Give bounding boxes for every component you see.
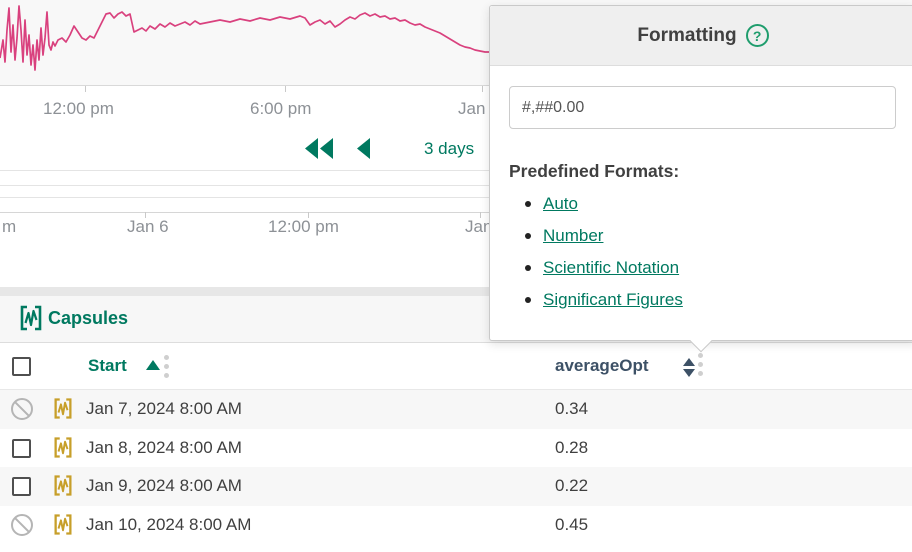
axis-tick: [145, 212, 146, 218]
table-row[interactable]: Jan 7, 2024 8:00 AM 0.34: [0, 390, 912, 429]
table-row[interactable]: Jan 10, 2024 8:00 AM 0.45: [0, 506, 912, 545]
formatting-popup: Formatting ? Predefined Formats: Auto Nu…: [489, 5, 912, 352]
scrubber-axis-line: [0, 212, 912, 213]
format-option-significant-figures[interactable]: Significant Figures: [543, 290, 683, 309]
axis2-label-1200pm: 12:00 pm: [268, 217, 339, 236]
averageopt-column-menu-icon[interactable]: [698, 353, 703, 376]
capsule-value: 0.34: [555, 399, 589, 418]
capsule-start: Jan 9, 2024 8:00 AM: [86, 476, 242, 495]
divider-line: [0, 185, 912, 186]
divider-line: [0, 170, 912, 171]
sort-toggle-icon[interactable]: [683, 358, 695, 377]
axis2-label-jan: Jan: [465, 217, 493, 236]
capsule-start: Jan 8, 2024 8:00 AM: [86, 438, 242, 457]
duration-label[interactable]: 3 days: [424, 139, 475, 158]
predefined-formats-heading: Predefined Formats:: [509, 161, 680, 181]
axis-tick: [482, 86, 483, 92]
capsule-value: 0.45: [555, 515, 589, 534]
formatting-popup-body: Predefined Formats: Auto Number Scientif…: [490, 66, 912, 311]
capsules-pane-title: Capsules: [48, 308, 129, 328]
formatting-popup-header: Formatting ?: [490, 6, 912, 66]
not-selectable-icon: [11, 514, 33, 536]
format-string-input[interactable]: [509, 86, 896, 129]
axis1-label-jan: Jan: [458, 99, 486, 118]
axis-tick: [85, 86, 86, 92]
step-back-icon[interactable]: [354, 137, 371, 165]
list-item: Auto: [509, 192, 897, 215]
start-column-menu-icon[interactable]: [164, 355, 169, 378]
axis1-label-1200pm: 12:00 pm: [43, 99, 114, 118]
capsules-table-header: [0, 343, 912, 390]
row-checkbox[interactable]: [12, 477, 31, 496]
capsule-start: Jan 10, 2024 8:00 AM: [86, 515, 252, 534]
format-option-number[interactable]: Number: [543, 226, 604, 245]
select-all-checkbox[interactable]: [12, 357, 31, 376]
format-option-auto[interactable]: Auto: [543, 194, 578, 213]
axis-tick: [480, 212, 481, 218]
popup-title: Formatting: [637, 24, 737, 46]
trend-series: [0, 5, 489, 71]
row-checkbox[interactable]: [12, 439, 31, 458]
capsule-icon: [54, 474, 72, 502]
axis-tick: [285, 86, 286, 92]
trend-line-svg: [0, 5, 489, 71]
capsule-icon: [54, 397, 72, 425]
list-item: Significant Figures: [509, 288, 897, 311]
table-row[interactable]: Jan 8, 2024 8:00 AM 0.28: [0, 429, 912, 468]
column-header-start[interactable]: Start: [88, 356, 127, 375]
capsule-value: 0.28: [555, 438, 589, 457]
capsule-icon: [54, 513, 72, 541]
format-option-scientific-notation[interactable]: Scientific Notation: [543, 258, 680, 277]
predefined-formats-list: Auto Number Scientific Notation Signific…: [509, 192, 897, 311]
step-back-fast-icon[interactable]: [303, 137, 335, 165]
axis1-label-600pm: 6:00 pm: [250, 99, 312, 118]
help-icon[interactable]: ?: [745, 24, 769, 47]
sort-ascending-icon[interactable]: [146, 360, 160, 370]
list-item: Scientific Notation: [509, 256, 897, 279]
not-selectable-icon: [11, 398, 33, 420]
table-row[interactable]: Jan 9, 2024 8:00 AM 0.22: [0, 467, 912, 506]
capsule-start: Jan 7, 2024 8:00 AM: [86, 399, 242, 418]
pane-divider[interactable]: [0, 287, 912, 296]
axis2-label-pm: m: [2, 217, 17, 236]
list-item: Number: [509, 224, 897, 247]
axis-tick: [308, 212, 309, 218]
column-header-averageopt[interactable]: averageOpt: [555, 356, 649, 375]
capsule-value: 0.22: [555, 476, 589, 495]
scrollbar-track[interactable]: [0, 197, 912, 198]
axis2-label-jan6: Jan 6: [127, 217, 169, 236]
capsule-icon: [20, 305, 42, 336]
capsule-icon: [54, 436, 72, 464]
